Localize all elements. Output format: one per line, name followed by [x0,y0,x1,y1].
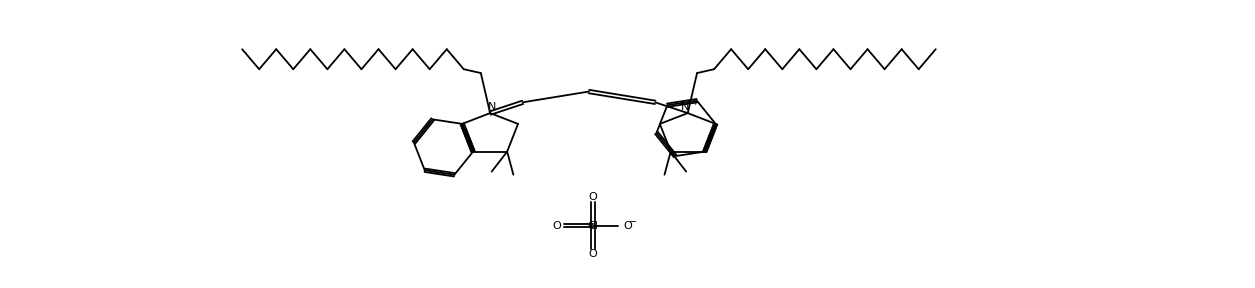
Text: O: O [622,221,631,230]
Text: −: − [630,217,638,228]
Text: N: N [681,102,689,112]
Text: N: N [488,102,497,112]
Text: O: O [589,192,597,202]
Text: O: O [589,249,597,259]
Text: Cl: Cl [587,221,599,230]
Text: +: + [692,98,699,107]
Text: O: O [552,221,561,230]
